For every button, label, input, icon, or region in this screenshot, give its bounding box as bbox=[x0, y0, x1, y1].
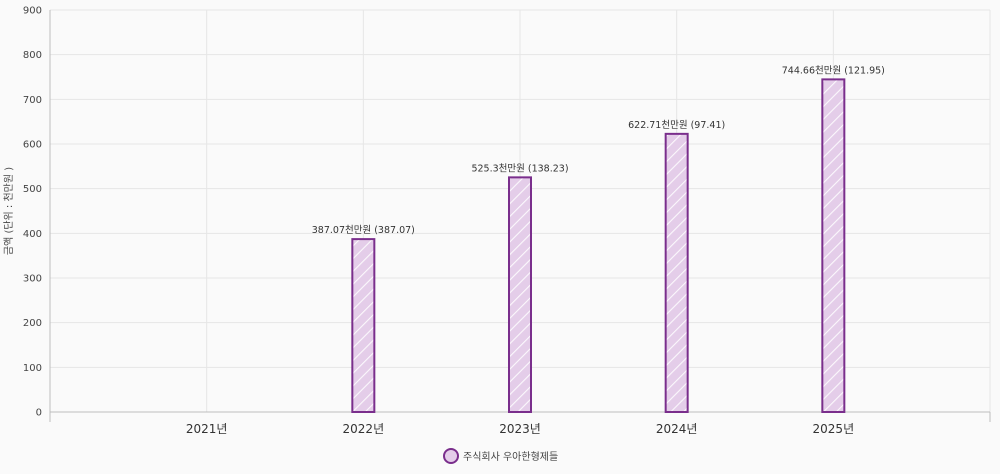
legend[interactable]: 주식회사 우아한형제들 bbox=[443, 448, 558, 464]
y-axis-label: 금액 (단위 : 천만원 ) bbox=[2, 167, 15, 255]
y-tick-label: 800 bbox=[23, 50, 42, 61]
x-tick-label: 2023년 bbox=[499, 422, 541, 436]
y-tick-label: 100 bbox=[23, 363, 42, 374]
bar bbox=[508, 176, 532, 413]
bars bbox=[351, 78, 846, 414]
y-tick-label: 900 bbox=[23, 6, 42, 17]
y-tick-label: 600 bbox=[23, 140, 42, 151]
x-tick-label: 2021년 bbox=[186, 422, 228, 436]
x-tick-label: 2024년 bbox=[656, 422, 698, 436]
data-labels: 387.07천만원 (387.07) 525.3천만원 (138.23) 622.7… bbox=[312, 65, 885, 236]
data-label: 744.66천만원 (121.95) bbox=[782, 65, 885, 76]
y-tick-label: 0 bbox=[36, 408, 42, 419]
x-tick-label: 2025년 bbox=[813, 422, 855, 436]
legend-label: 주식회사 우아한형제들 bbox=[463, 451, 558, 463]
data-label: 525.3천만원 (138.23) bbox=[471, 163, 568, 174]
data-label: 387.07천만원 (387.07) bbox=[312, 225, 415, 236]
bar bbox=[351, 238, 376, 413]
y-tick-label: 300 bbox=[23, 274, 42, 285]
y-tick-label: 200 bbox=[23, 318, 42, 329]
bar bbox=[664, 132, 689, 413]
y-tick-label: 500 bbox=[23, 184, 42, 195]
y-tick-label: 700 bbox=[23, 95, 42, 106]
bar bbox=[821, 78, 846, 414]
x-tick-label: 2022년 bbox=[343, 422, 385, 436]
data-label: 622.71천만원 (97.41) bbox=[628, 120, 725, 131]
legend-marker bbox=[443, 448, 459, 464]
y-tick-label: 400 bbox=[23, 229, 42, 240]
